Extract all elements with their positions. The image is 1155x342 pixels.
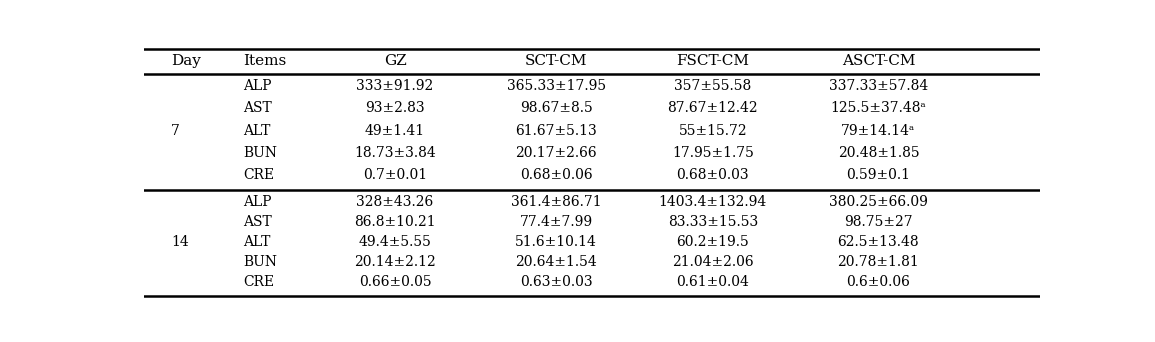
Text: 86.8±10.21: 86.8±10.21: [355, 215, 435, 229]
Text: ALT: ALT: [243, 123, 270, 137]
Text: BUN: BUN: [243, 146, 277, 160]
Text: 7: 7: [171, 123, 180, 137]
Text: 20.64±1.54: 20.64±1.54: [515, 255, 597, 269]
Text: 20.48±1.85: 20.48±1.85: [837, 146, 919, 160]
Text: 337.33±57.84: 337.33±57.84: [829, 79, 927, 93]
Text: 98.75±27: 98.75±27: [844, 215, 912, 229]
Text: 0.68±0.06: 0.68±0.06: [520, 168, 593, 182]
Text: 93±2.83: 93±2.83: [365, 101, 425, 115]
Text: ALT: ALT: [243, 235, 270, 249]
Text: Day: Day: [171, 54, 201, 68]
Text: ALP: ALP: [243, 79, 271, 93]
Text: 60.2±19.5: 60.2±19.5: [677, 235, 750, 249]
Text: 21.04±2.06: 21.04±2.06: [672, 255, 753, 269]
Text: 14: 14: [171, 235, 189, 249]
Text: 0.6±0.06: 0.6±0.06: [847, 275, 910, 289]
Text: 1403.4±132.94: 1403.4±132.94: [658, 195, 767, 209]
Text: 49.4±5.55: 49.4±5.55: [358, 235, 432, 249]
Text: 380.25±66.09: 380.25±66.09: [829, 195, 927, 209]
Text: BUN: BUN: [243, 255, 277, 269]
Text: 0.68±0.03: 0.68±0.03: [677, 168, 750, 182]
Text: 79±14.14ᵃ: 79±14.14ᵃ: [841, 123, 916, 137]
Text: 62.5±13.48: 62.5±13.48: [837, 235, 919, 249]
Text: 55±15.72: 55±15.72: [678, 123, 747, 137]
Text: 20.17±2.66: 20.17±2.66: [515, 146, 597, 160]
Text: ASCT-CM: ASCT-CM: [842, 54, 915, 68]
Text: 98.67±8.5: 98.67±8.5: [520, 101, 593, 115]
Text: 17.95±1.75: 17.95±1.75: [672, 146, 754, 160]
Text: SCT-CM: SCT-CM: [524, 54, 588, 68]
Text: FSCT-CM: FSCT-CM: [677, 54, 750, 68]
Text: 0.63±0.03: 0.63±0.03: [520, 275, 593, 289]
Text: CRE: CRE: [243, 168, 274, 182]
Text: AST: AST: [243, 101, 271, 115]
Text: Items: Items: [243, 54, 286, 68]
Text: 333±91.92: 333±91.92: [357, 79, 433, 93]
Text: 20.14±2.12: 20.14±2.12: [355, 255, 435, 269]
Text: ALP: ALP: [243, 195, 271, 209]
Text: CRE: CRE: [243, 275, 274, 289]
Text: 0.7±0.01: 0.7±0.01: [363, 168, 427, 182]
Text: 328±43.26: 328±43.26: [357, 195, 433, 209]
Text: 51.6±10.14: 51.6±10.14: [515, 235, 597, 249]
Text: 365.33±17.95: 365.33±17.95: [507, 79, 605, 93]
Text: 125.5±37.48ᵃ: 125.5±37.48ᵃ: [830, 101, 926, 115]
Text: 361.4±86.71: 361.4±86.71: [511, 195, 602, 209]
Text: 49±1.41: 49±1.41: [365, 123, 425, 137]
Text: 20.78±1.81: 20.78±1.81: [837, 255, 919, 269]
Text: AST: AST: [243, 215, 271, 229]
Text: 77.4±7.99: 77.4±7.99: [520, 215, 593, 229]
Text: 357±55.58: 357±55.58: [675, 79, 752, 93]
Text: 87.67±12.42: 87.67±12.42: [668, 101, 758, 115]
Text: GZ: GZ: [383, 54, 407, 68]
Text: 83.33±15.53: 83.33±15.53: [668, 215, 758, 229]
Text: 18.73±3.84: 18.73±3.84: [355, 146, 435, 160]
Text: 0.66±0.05: 0.66±0.05: [359, 275, 431, 289]
Text: 0.61±0.04: 0.61±0.04: [677, 275, 750, 289]
Text: 61.67±5.13: 61.67±5.13: [515, 123, 597, 137]
Text: 0.59±0.1: 0.59±0.1: [847, 168, 910, 182]
